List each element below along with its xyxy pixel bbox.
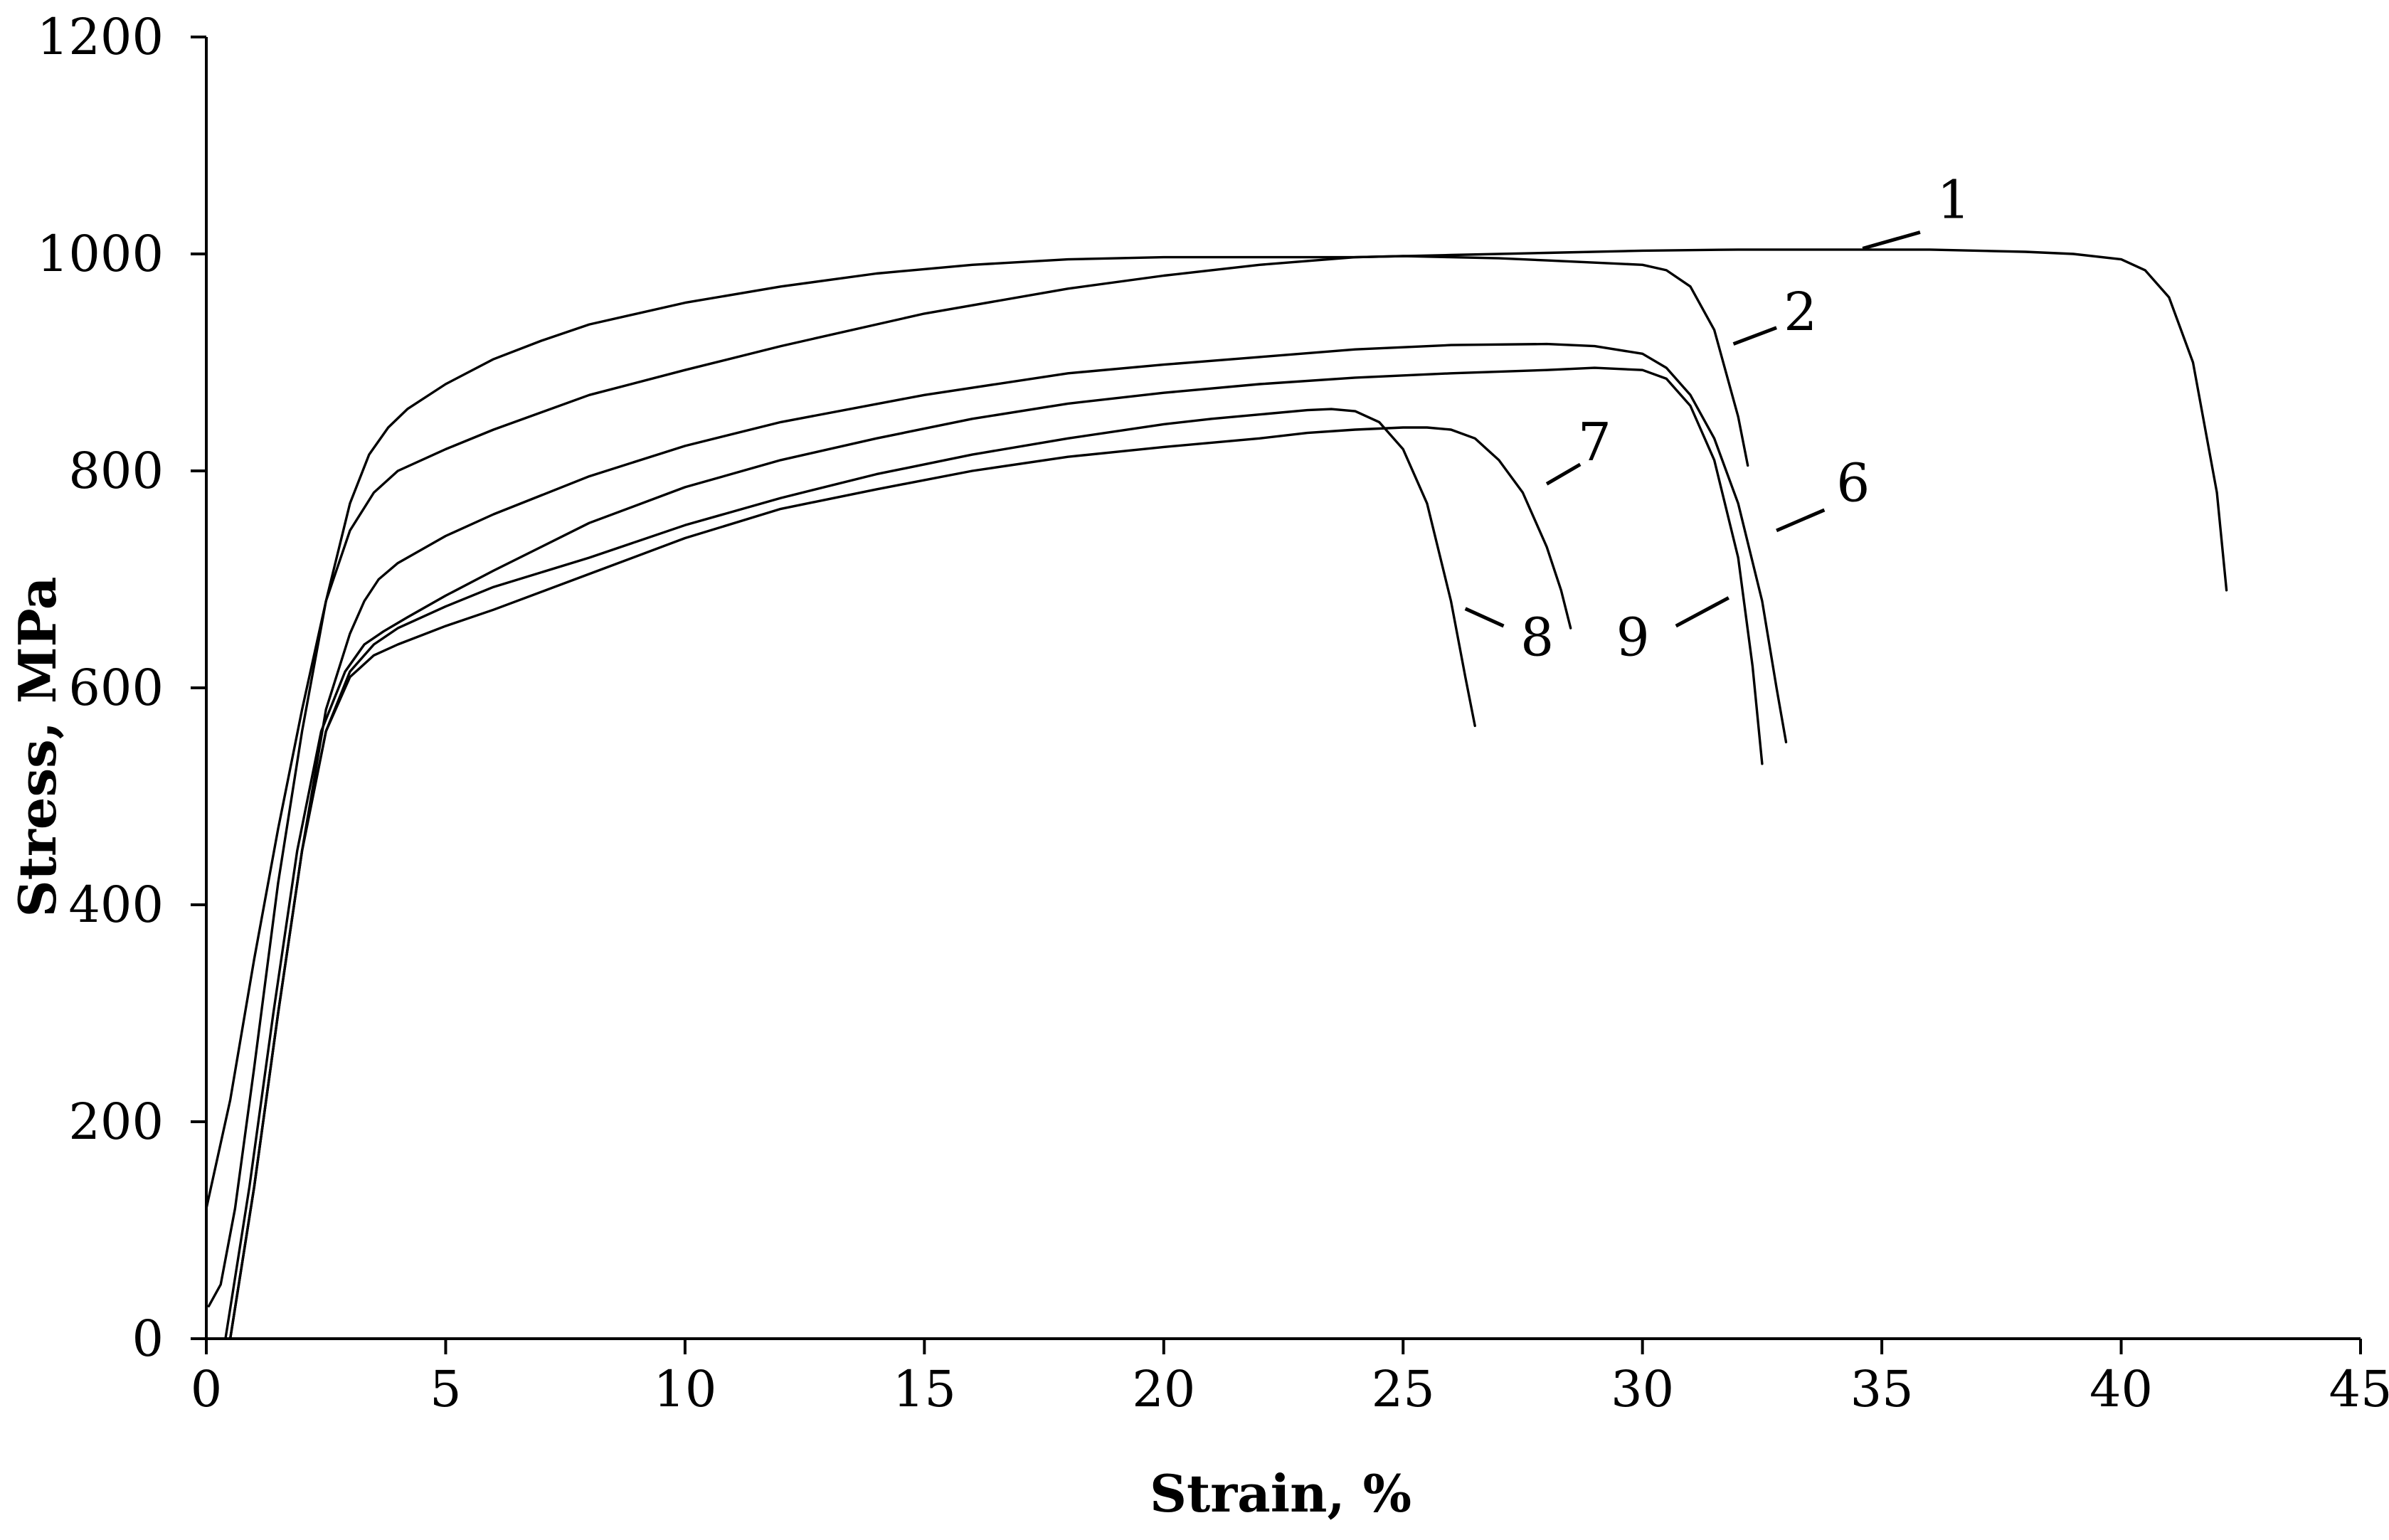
y-axis-title: Stress, MPa	[7, 577, 68, 918]
y-tick-label: 400	[68, 876, 164, 934]
curve-label-2: 2	[1784, 282, 1817, 343]
series-line-2	[207, 255, 1749, 1307]
series-line-7	[228, 426, 1572, 1340]
series-line-8	[228, 408, 1476, 1340]
curve-label-1: 1	[1937, 170, 1970, 231]
y-tick-label: 1200	[37, 8, 164, 66]
axes-group: 0 5 10 15 20 25 30 35 40 45 0 200 400 600 800 1000 1200	[37, 8, 2389, 1418]
leader-line-6	[1776, 508, 1826, 533]
x-tick-label: 10	[653, 1360, 716, 1418]
x-tick-label: 5	[430, 1360, 462, 1418]
series-line-6	[228, 342, 1788, 1340]
x-tick-label: 35	[1850, 1360, 1914, 1418]
annotations-group: 1 2 6 7 8 9	[1464, 170, 1971, 668]
leader-line-9	[1675, 596, 1729, 628]
x-tick-label: 25	[1372, 1360, 1435, 1418]
curve-label-9: 9	[1616, 607, 1650, 668]
series-line-1	[205, 248, 2228, 1210]
leader-line-2	[1732, 326, 1777, 346]
x-tick-label: 20	[1132, 1360, 1195, 1418]
y-tick-label: 0	[132, 1310, 164, 1368]
leader-line-8	[1464, 607, 1505, 628]
curve-label-7: 7	[1578, 412, 1611, 473]
curve-label-6: 6	[1836, 453, 1870, 514]
x-axis-title: Strain, %	[1150, 1463, 1411, 1524]
curves-group	[205, 248, 2228, 1340]
leader-line-7	[1545, 462, 1582, 486]
x-tick-label: 40	[2089, 1360, 2153, 1418]
y-tick-label: 800	[68, 442, 164, 500]
y-tick-label: 200	[68, 1093, 164, 1151]
x-tick-label: 0	[191, 1360, 223, 1418]
x-tick-label: 30	[1611, 1360, 1674, 1418]
curve-label-8: 8	[1520, 607, 1554, 668]
x-tick-label: 45	[2329, 1360, 2389, 1418]
y-tick-label: 600	[68, 659, 164, 717]
x-tick-label: 15	[893, 1360, 956, 1418]
series-line-9	[224, 366, 1764, 1340]
y-tick-label: 1000	[37, 225, 164, 283]
leader-line-1	[1862, 230, 1921, 250]
